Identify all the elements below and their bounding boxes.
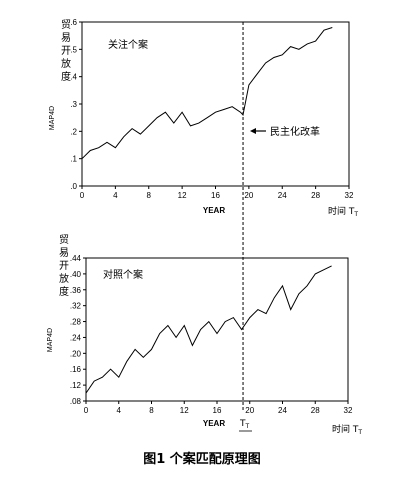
treatment-time-label: TT [239,419,250,430]
y-tick-label: .20 [70,349,82,358]
series-line-2 [85,265,332,394]
y-axis-label-char: 开 [61,46,71,57]
y-axis-label-char: 易 [61,32,71,44]
y-axis-label-char: 度 [59,285,69,298]
annotation-text: 民主化改革 [270,125,320,138]
x-tick-label: 28 [311,191,320,200]
x-tick-label: 0 [80,191,85,200]
time-axis-label: 时间 TT [328,205,358,218]
figure-caption: 图1 个案匹配原理图 [143,452,261,467]
y-axis-code-label: MAP4D [47,328,54,352]
y-tick-label: .12 [70,381,82,390]
y-axis-label-char: 贸 [59,234,69,246]
y-tick-label: .5 [70,45,77,54]
y-axis-label-char: 度 [61,70,71,83]
panel-title-2: 对照个案 [103,268,143,281]
x-tick-label: 8 [149,406,154,415]
x-tick-label: 28 [311,406,320,415]
annotation-arrow-head [250,128,256,134]
y-tick-label: .32 [70,302,82,311]
x-tick-label: 16 [211,191,220,200]
x-tick-label: 20 [245,406,254,415]
y-tick-label: .24 [70,333,82,342]
y-tick-label: .0 [70,182,77,191]
x-tick-label: 24 [278,191,287,200]
y-axis-label-char: 开 [59,261,69,272]
y-tick-label: .4 [70,73,77,82]
x-tick-label: 0 [84,406,89,415]
time-axis-label: 时间 TT [332,423,362,436]
x-tick-label: 20 [244,191,253,200]
y-tick-label: .3 [70,100,77,109]
y-tick-label: .36 [70,286,82,295]
series-line-1 [81,27,333,160]
x-tick-label: 12 [180,406,189,415]
y-axis-label-char: 易 [59,247,69,259]
y-tick-label: .6 [70,18,77,27]
y-axis-code-label: MAP4D [49,106,56,130]
x-tick-label: 16 [213,406,222,415]
y-axis-label-char: 贸 [61,19,71,31]
x-tick-label: 24 [278,406,287,415]
y-tick-label: .1 [70,155,77,164]
panel-title-1: 关注个案 [108,38,148,51]
y-tick-label: .2 [70,127,77,136]
x-tick-label: 4 [113,191,118,200]
y-tick-label: .08 [70,397,82,406]
y-tick-label: .44 [70,254,82,263]
x-tick-label: 8 [147,191,152,200]
x-tick-label: 4 [117,406,122,415]
x-tick-label: 12 [178,191,187,200]
y-axis-label-char: 放 [61,57,71,70]
x-tick-label: 32 [344,406,353,415]
x-axis-label: YEAR [203,206,225,215]
y-axis-label-char: 放 [59,272,69,285]
x-axis-label: YEAR [203,419,225,428]
y-tick-label: .40 [70,270,82,279]
y-tick-label: .28 [70,318,82,327]
x-tick-label: 32 [345,191,354,200]
y-tick-label: .16 [70,365,82,374]
